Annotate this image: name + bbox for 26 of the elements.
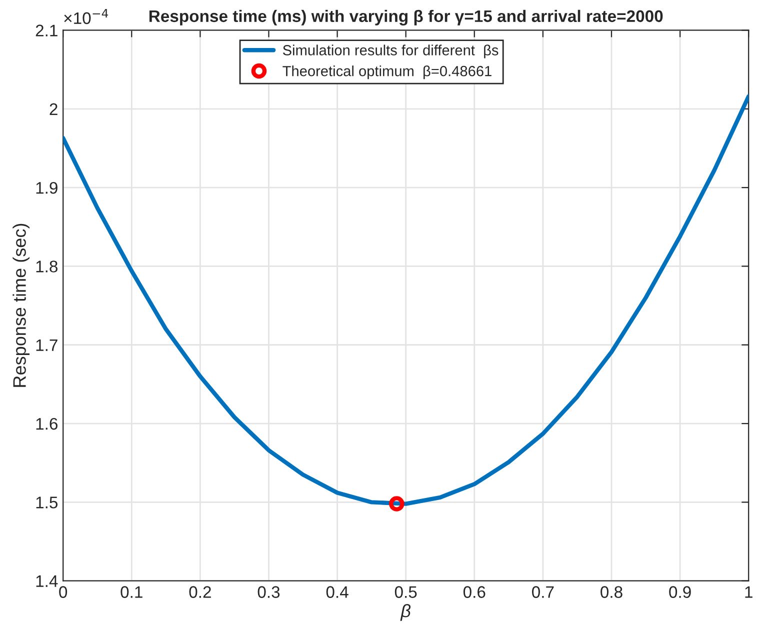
x-tick-label: 0.2: [189, 586, 211, 598]
x-tick-label: 0.7: [532, 586, 554, 598]
line-series: [63, 94, 749, 506]
y-axis-title: Response time (sec): [12, 224, 30, 387]
y-tick-label: 1.4: [36, 575, 58, 587]
x-tick-label: 0.1: [120, 586, 142, 598]
text: ×10$^{−4}$: [64, 9, 108, 24]
y-tick-label: 2: [50, 103, 58, 115]
x-tick-label: 0.3: [258, 586, 280, 598]
y-tick-label: 1.7: [36, 339, 58, 351]
y-tick-label: 1.5: [36, 496, 58, 508]
y-tick-label: 1.8: [36, 260, 58, 272]
x-tick-label: 0.4: [326, 586, 348, 598]
y-tick-label: 2.1: [36, 24, 58, 36]
x-tick-label: 0: [59, 586, 68, 598]
y-tick-label: 1.6: [36, 418, 58, 430]
x-tick-label: 0.5: [394, 586, 417, 598]
x-axis-title: β: [400, 604, 411, 621]
x-tick-label: 0.6: [463, 586, 486, 598]
x-tick-label: 1: [745, 586, 752, 598]
y-tick-label: 1.9: [36, 182, 58, 194]
legend-label: Simulation results for different βs: [282, 44, 498, 58]
legend-label: Theoretical optimum β=0.48661: [282, 66, 492, 80]
x-tick-label: 0.9: [669, 586, 691, 598]
x-tick-label: 0.8: [600, 586, 622, 598]
chart-title: Response time (ms) with varying β for γ=15 and arrival rate=2000: [149, 10, 663, 26]
